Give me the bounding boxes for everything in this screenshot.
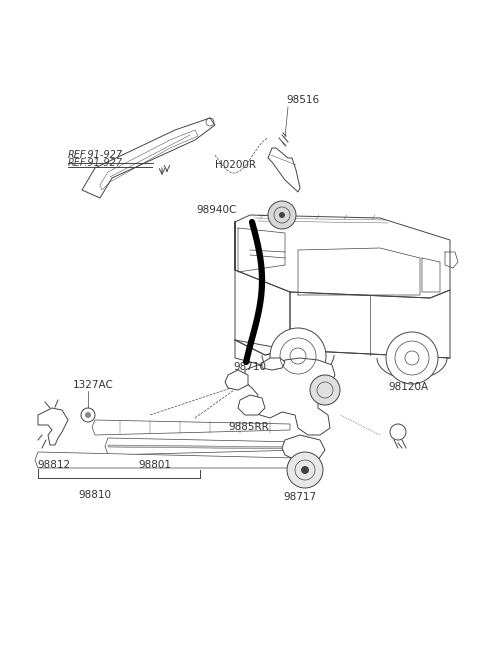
Circle shape [81, 408, 95, 422]
Text: 98940C: 98940C [196, 205, 236, 215]
Polygon shape [225, 370, 248, 390]
Circle shape [310, 375, 340, 405]
Polygon shape [92, 420, 290, 435]
Circle shape [301, 466, 309, 474]
Text: REF.91-927: REF.91-927 [68, 158, 123, 168]
Text: 98516: 98516 [286, 95, 319, 105]
Text: 1327AC: 1327AC [73, 380, 114, 390]
Circle shape [268, 201, 296, 229]
Circle shape [279, 212, 285, 218]
Text: 9885RR: 9885RR [228, 422, 269, 432]
Polygon shape [262, 358, 285, 370]
Polygon shape [245, 358, 335, 435]
Circle shape [85, 412, 91, 418]
Circle shape [386, 332, 438, 384]
Text: H0200R: H0200R [215, 160, 256, 170]
Text: 98710: 98710 [233, 362, 266, 372]
Text: REF.91-927: REF.91-927 [68, 150, 123, 160]
Text: 98810: 98810 [79, 490, 111, 500]
Polygon shape [35, 452, 296, 468]
Polygon shape [268, 148, 300, 192]
Circle shape [287, 452, 323, 488]
Text: 98120A: 98120A [388, 382, 428, 392]
Polygon shape [238, 395, 265, 415]
Polygon shape [282, 435, 325, 462]
Text: 98717: 98717 [283, 492, 317, 502]
Circle shape [390, 424, 406, 440]
Polygon shape [105, 438, 302, 455]
Polygon shape [108, 445, 300, 449]
Polygon shape [38, 408, 68, 445]
Text: 98812: 98812 [37, 460, 70, 470]
Text: 98801: 98801 [138, 460, 171, 470]
Circle shape [270, 328, 326, 384]
